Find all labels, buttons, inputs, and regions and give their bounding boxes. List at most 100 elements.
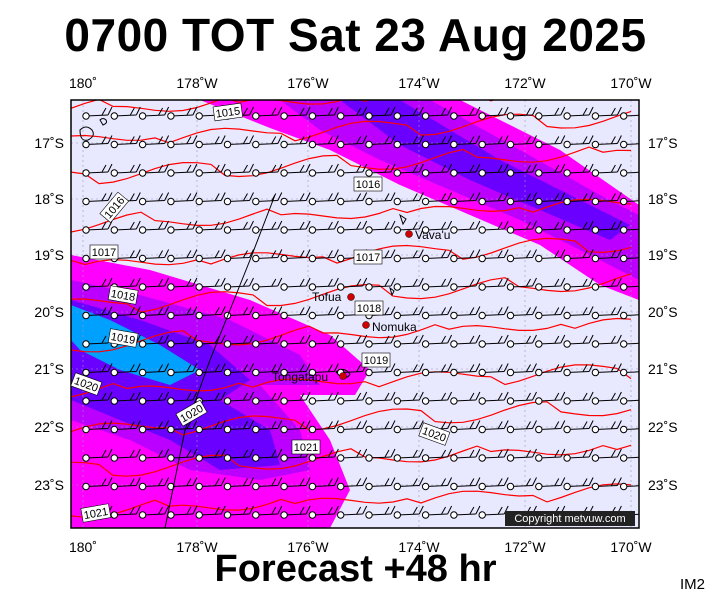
isobar-label: 1021: [83, 506, 109, 522]
station-circle-icon: [252, 283, 260, 291]
station-circle-icon: [195, 197, 203, 206]
isobar-label: 1017: [356, 252, 380, 264]
wind-barb-icon: [110, 363, 141, 377]
station-circle-icon: [167, 425, 175, 434]
island-shape: [389, 286, 395, 297]
wind-barb-icon: [450, 106, 481, 120]
wind-barb-icon: [450, 391, 481, 405]
wind-barb-icon: [82, 448, 113, 462]
wind-barb-icon: [421, 192, 453, 206]
station-circle-icon: [591, 482, 600, 491]
station-circle-icon: [365, 340, 373, 348]
wind-barb-icon: [365, 420, 396, 434]
station-circle-icon: [478, 226, 486, 234]
station-circle-icon: [563, 226, 571, 234]
wind-barb-icon: [110, 505, 141, 519]
station-circle-icon: [393, 482, 401, 491]
station-circle-icon: [563, 169, 571, 177]
station-circle-icon: [450, 340, 458, 348]
station-circle-icon: [280, 340, 288, 348]
station-circle-icon: [620, 482, 628, 491]
station-circle-icon: [138, 340, 147, 348]
station-circle-icon: [620, 140, 628, 149]
lon-label: 172˚W: [504, 75, 546, 91]
station-circle-icon: [535, 397, 543, 405]
wind-barb-icon: [591, 220, 622, 234]
station-circle-icon: [620, 283, 628, 291]
station-circle-icon: [82, 397, 90, 405]
station-circle-icon: [506, 454, 515, 462]
station-circle-icon: [535, 368, 543, 377]
lon-label: 172˚W: [504, 539, 546, 555]
lon-label: 178˚W: [176, 539, 218, 555]
wind-barb-icon: [450, 420, 481, 434]
station-circle-icon: [167, 197, 175, 206]
wind-barb-icon: [506, 249, 537, 263]
station-circle-icon: [110, 311, 119, 320]
station-circle-icon: [450, 140, 458, 149]
wind-barb-icon: [167, 163, 198, 177]
wind-barb-icon: [252, 420, 283, 434]
station-circle-icon: [308, 197, 317, 206]
wind-barb-icon: [138, 477, 170, 491]
station-circle-icon: [138, 397, 147, 405]
wind-barb-icon: [393, 448, 424, 462]
wind-barb-icon: [138, 391, 170, 405]
station-circle-icon: [252, 226, 260, 234]
wind-barb-icon: [110, 420, 141, 434]
wind-barb-icon: [563, 306, 594, 320]
wind-barb-icon: [591, 163, 622, 177]
station-circle-icon: [223, 482, 232, 491]
wind-barb-icon: [110, 477, 141, 491]
wind-barb-icon: [365, 135, 396, 149]
wind-barb-icon: [167, 420, 198, 434]
station-circle-icon: [337, 226, 345, 234]
wind-barb-icon: [478, 448, 509, 462]
wind-barb-icon: [167, 477, 198, 491]
copyright-text: Copyright metvuw.com: [514, 513, 625, 525]
station-circle-icon: [110, 140, 119, 149]
wind-barb-icon: [365, 448, 396, 462]
wind-barb-icon: [478, 477, 509, 491]
station-circle-icon: [620, 226, 628, 234]
station-circle-icon: [223, 140, 232, 149]
lon-label: 174˚W: [398, 75, 440, 91]
station-circle-icon: [563, 397, 571, 405]
wind-barb-icon: [138, 420, 170, 434]
lon-label: 170˚W: [610, 539, 652, 555]
wind-barb-icon: [506, 334, 537, 348]
image-code: IM2: [679, 576, 705, 593]
place-markers: Vava'u Tofua Nomuka Tongatapu: [272, 228, 450, 384]
station-circle-icon: [167, 226, 175, 234]
lat-label: 17˚S: [648, 135, 678, 151]
station-circle-icon: [167, 140, 175, 149]
wind-barb-icon: [252, 448, 283, 462]
wind-barb-icon: [365, 363, 396, 377]
station-circle-icon: [506, 311, 515, 320]
wind-barb-icon: [620, 454, 639, 462]
isobar-line: [71, 444, 632, 477]
station-circle-icon: [450, 283, 458, 291]
station-circle-icon: [591, 340, 600, 348]
station-circle-icon: [421, 140, 430, 149]
wind-barb-icon: [308, 106, 339, 120]
station-circle-icon: [110, 425, 119, 434]
wind-barb-icon: [195, 306, 226, 320]
wind-barb-icon: [450, 277, 481, 291]
station-circle-icon: [591, 425, 600, 434]
wind-barb-icon: [252, 163, 283, 177]
wind-barb-icon: [280, 391, 311, 405]
wind-barb-icon: [195, 249, 226, 263]
station-circle-icon: [138, 283, 147, 291]
wind-barb-icon: [421, 163, 453, 177]
station-circle-icon: [563, 112, 571, 120]
isobar-line: [71, 317, 632, 353]
wind-barb-icon: [223, 135, 254, 149]
wind-barb-icon: [337, 477, 368, 491]
station-circle-icon: [450, 425, 458, 434]
wind-barb-icon: [421, 277, 453, 291]
station-circle-icon: [167, 112, 175, 120]
wind-barb-icon: [393, 334, 424, 348]
station-circle-icon: [138, 140, 147, 149]
station-circle-icon: [506, 340, 515, 348]
